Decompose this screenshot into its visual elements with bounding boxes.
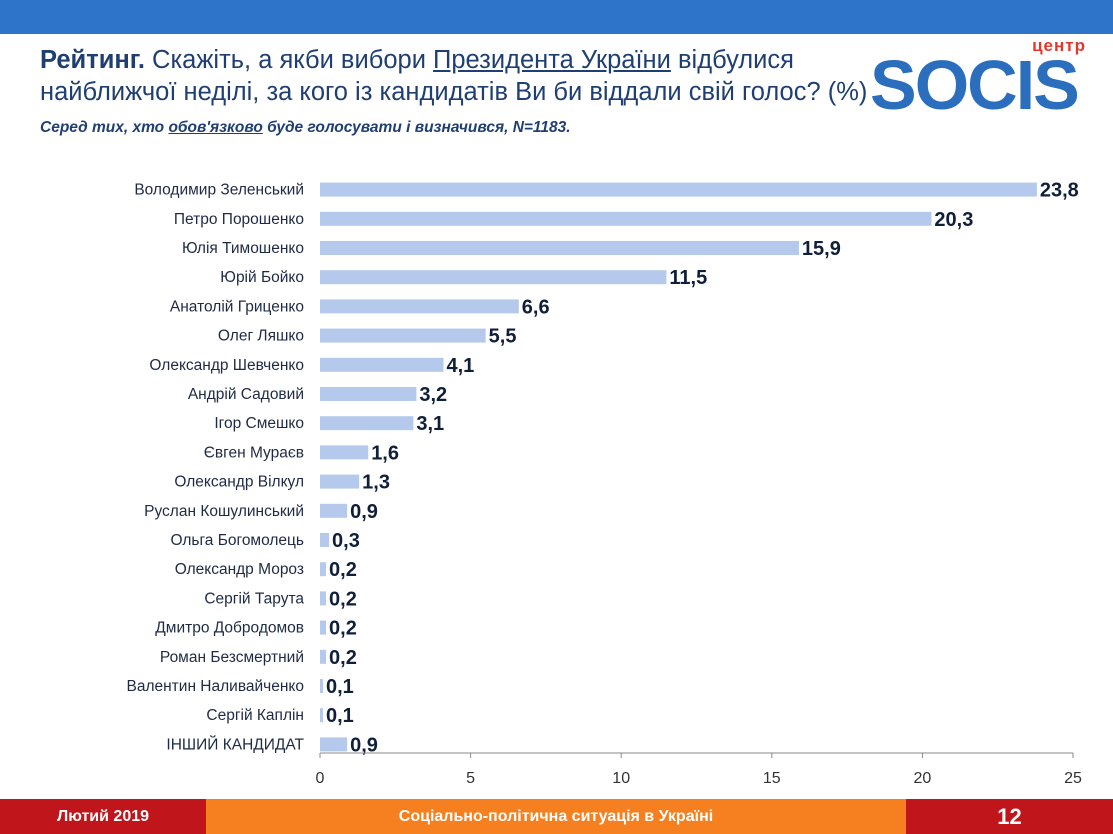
data-label: 4,1 [446,355,474,377]
data-label: 1,6 [371,442,399,464]
category-label: Валентин Наливайченко [127,678,305,695]
bar [320,270,667,285]
category-label: Олег Ляшко [218,328,304,345]
x-tick-label: 0 [316,770,325,787]
category-label: Анатолій Гриценко [170,298,304,315]
subtitle-part1: Серед тих, хто [40,119,169,136]
title-underlined: Президента України [433,46,671,74]
x-tick-label: 5 [466,770,475,787]
category-label: Дмитро Добродомов [155,620,304,637]
page-title: Рейтинг. Скажіть, а якби вибори Президен… [40,44,870,144]
bar [320,416,414,431]
bar [320,357,444,372]
data-label: 0,2 [329,588,357,610]
x-tick-label: 20 [914,770,932,787]
bar [320,562,327,577]
category-label: Володимир Зеленський [134,182,304,199]
bar [320,387,417,401]
title-bold: Рейтинг. [40,46,145,74]
category-label: ІНШИЙ КАНДИДАТ [166,735,304,753]
data-label: 1,3 [362,472,390,494]
data-label: 0,9 [350,734,378,756]
category-label: Сергій Каплін [206,707,304,724]
category-label: Олександр Мороз [175,561,304,578]
bar [320,503,348,518]
category-label: Ігор Смешко [214,415,304,432]
category-label: Юрій Бойко [220,269,304,286]
footer-date: Лютий 2019 [0,799,206,834]
footer: Лютий 2019 Соціально-політична ситуація … [0,799,1113,834]
subtitle-part2: буде голосувати і визначився, N=1183. [262,119,571,136]
top-band [0,0,1113,34]
category-label: Петро Порошенко [174,211,304,228]
data-label: 0,9 [350,501,378,523]
data-label: 0,3 [332,530,360,552]
bar-chart: Володимир Зеленський 23,8 Петро Порошенко 2… [127,180,1083,787]
data-label: 3,1 [416,413,444,435]
data-label: 0,1 [326,676,354,698]
bar [320,533,330,547]
data-label: 3,2 [419,384,447,406]
data-label: 5,5 [489,326,517,348]
bar [320,679,324,693]
bar [320,474,360,489]
data-label: 6,6 [522,296,550,318]
data-label: 0,1 [326,705,354,727]
bar [320,708,324,723]
subtitle: Серед тих, хто обов'язково буде голосува… [40,119,571,136]
bar [320,591,327,606]
bar [320,241,799,255]
title-part1: Скажіть, а якби вибори [144,46,434,74]
category-label: Євген Мураєв [204,444,304,461]
category-label: Ольга Богомолець [170,532,304,549]
data-label: 11,5 [669,267,707,289]
data-label: 0,2 [329,559,357,581]
socis-logo: центр SOCIS [870,36,1100,126]
bar [320,737,348,752]
category-label: Сергій Тарута [204,590,304,607]
category-label: Юлія Тимошенко [182,240,304,257]
category-label: Руслан Кошулинський [144,503,304,520]
bar [320,211,932,226]
data-label: 23,8 [1040,180,1079,202]
category-label: Роман Безсмертний [160,649,304,666]
bar [320,620,327,635]
x-tick-label: 25 [1064,770,1082,787]
footer-page-number: 12 [906,799,1113,834]
subtitle-underlined: обов'язково [168,119,263,136]
x-tick-label: 15 [763,770,781,787]
logo-small-text: центр [1032,36,1086,55]
bar [320,182,1037,197]
bar [320,299,519,314]
footer-topic: Соціально-політична ситуація в Україні [206,799,906,834]
data-label: 15,9 [802,238,841,260]
bar [320,328,486,343]
bar [320,649,327,664]
category-label: Олександр Шевченко [149,357,304,374]
data-label: 20,3 [934,209,973,231]
data-label: 0,2 [329,618,357,640]
category-label: Андрій Садовий [188,386,304,403]
bar [320,445,369,460]
x-tick-label: 10 [612,770,630,787]
logo-word: SOCIS [870,46,1080,124]
title-part2: відбулися найближчої неділі, за кого із … [40,46,868,106]
data-label: 0,2 [329,647,357,669]
category-label: Олександр Вілкул [174,474,304,491]
